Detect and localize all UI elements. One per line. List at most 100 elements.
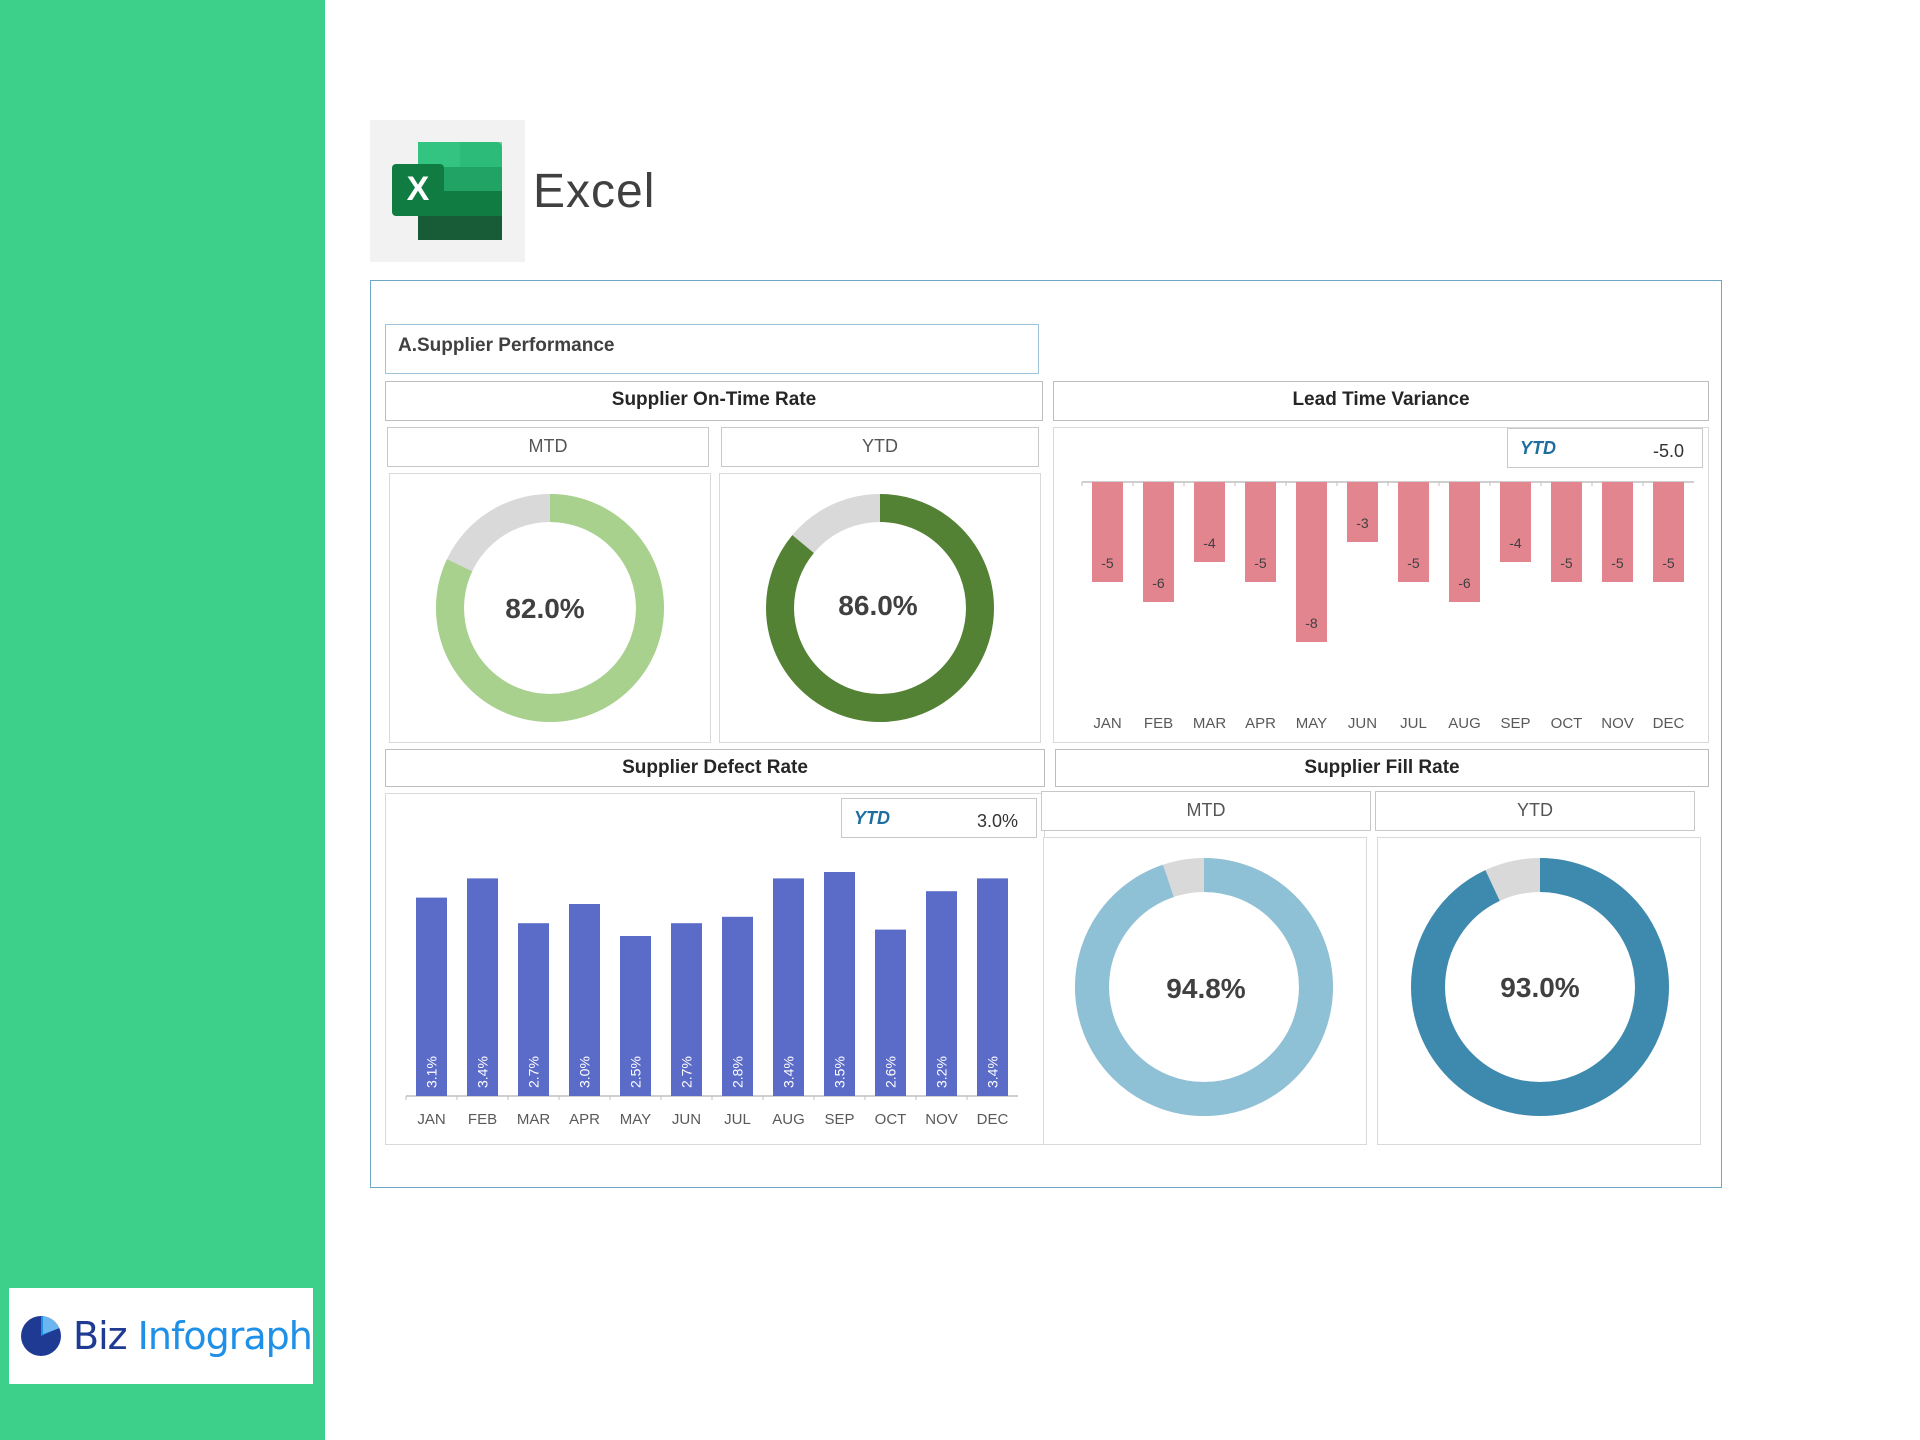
sidebar bbox=[0, 0, 325, 1440]
lead-time-bar bbox=[1194, 482, 1225, 562]
on-time-mtd-donut: 82.0% bbox=[436, 494, 664, 722]
lead-time-panel: YTD -5.0 -5 JAN -6 FEB -4 MAR -5 APR -8 MAY -3 JUN -… bbox=[1053, 427, 1709, 743]
lead-time-category-label: NOV bbox=[1601, 715, 1634, 732]
fill-rate-ytd-panel: 93.0% bbox=[1377, 837, 1701, 1145]
lead-time-value-label: -5 bbox=[1101, 555, 1114, 571]
fill-rate-mtd-donut: 94.8% bbox=[1075, 858, 1333, 1116]
lead-time-bar bbox=[1143, 482, 1174, 602]
defect-header: Supplier Defect Rate bbox=[385, 749, 1045, 787]
svg-text:X: X bbox=[407, 170, 430, 208]
lead-time-bar bbox=[1449, 482, 1480, 602]
defect-category-label: MAY bbox=[620, 1111, 651, 1128]
app-header: X Excel bbox=[370, 120, 655, 262]
donut-value-label: 94.8% bbox=[1166, 973, 1245, 1004]
excel-icon: X bbox=[370, 120, 525, 262]
pie-logo-icon bbox=[21, 1316, 61, 1356]
donut-value-arc bbox=[1411, 858, 1669, 1116]
fill-rate-ytd-donut: 93.0% bbox=[1411, 858, 1669, 1116]
lead-time-category-label: OCT bbox=[1551, 715, 1583, 732]
lead-time-bar bbox=[1092, 482, 1123, 582]
defect-value-label: 2.8% bbox=[730, 1056, 746, 1088]
defect-category-label: JUN bbox=[672, 1111, 701, 1128]
defect-category-label: APR bbox=[569, 1111, 600, 1128]
lead-time-value-label: -4 bbox=[1509, 535, 1522, 551]
defect-value-label: 3.2% bbox=[934, 1056, 950, 1088]
defect-category-label: JUL bbox=[724, 1111, 751, 1128]
defect-bar bbox=[416, 897, 447, 1096]
lead-time-bar bbox=[1500, 482, 1531, 562]
defect-value-label: 2.7% bbox=[526, 1056, 542, 1088]
lead-time-ytd-value: -5.0 bbox=[1652, 441, 1684, 461]
defect-bar bbox=[773, 878, 804, 1096]
lead-time-value-label: -8 bbox=[1305, 615, 1318, 631]
on-time-mtd-label: MTD bbox=[387, 427, 709, 467]
on-time-mtd-panel: 82.0% bbox=[389, 473, 711, 743]
lead-time-value-label: -5 bbox=[1254, 555, 1267, 571]
donut-value-label: 86.0% bbox=[838, 590, 917, 621]
lead-time-bar bbox=[1245, 482, 1276, 582]
defect-bar bbox=[620, 936, 651, 1096]
defect-bar bbox=[467, 878, 498, 1096]
lead-time-category-label: FEB bbox=[1144, 715, 1173, 732]
defect-value-label: 3.5% bbox=[832, 1056, 848, 1088]
defect-category-label: NOV bbox=[925, 1111, 958, 1128]
on-time-ytd-donut: 86.0% bbox=[766, 494, 994, 722]
defect-bar bbox=[926, 891, 957, 1096]
on-time-ytd-panel: 86.0% bbox=[719, 473, 1041, 743]
lead-time-category-label: JUL bbox=[1400, 715, 1427, 732]
lead-time-category-label: MAR bbox=[1193, 715, 1227, 732]
lead-time-value-label: -5 bbox=[1662, 555, 1675, 571]
donut-value-label: 82.0% bbox=[505, 593, 584, 624]
lead-time-value-label: -6 bbox=[1152, 575, 1165, 591]
defect-bar bbox=[671, 923, 702, 1096]
lead-time-bar bbox=[1653, 482, 1684, 582]
defect-bar bbox=[977, 878, 1008, 1096]
lead-time-value-label: -5 bbox=[1611, 555, 1624, 571]
defect-ytd-box: YTD 3.0% bbox=[841, 798, 1037, 838]
defect-value-label: 3.4% bbox=[985, 1056, 1001, 1088]
donut-value-arc bbox=[1075, 858, 1333, 1116]
defect-chart: 3.1% JAN 3.4% FEB 2.7% MAR 3.0% APR 2.5% MAY 2.7% J… bbox=[405, 872, 1018, 1128]
brand-logo: Biz Infograph bbox=[9, 1288, 313, 1384]
on-time-ytd-label: YTD bbox=[721, 427, 1039, 467]
brand-name-part1: Biz bbox=[73, 1314, 128, 1358]
defect-panel: YTD 3.0% 3.1% JAN 3.4% FEB 2.7% MAR 3.0% APR 2.5… bbox=[385, 793, 1045, 1145]
defect-value-label: 2.7% bbox=[679, 1056, 695, 1088]
defect-category-label: AUG bbox=[772, 1111, 805, 1128]
defect-category-label: JAN bbox=[417, 1111, 445, 1128]
defect-bar bbox=[824, 872, 855, 1096]
lead-time-category-label: AUG bbox=[1448, 715, 1481, 732]
on-time-header: Supplier On-Time Rate bbox=[385, 381, 1043, 421]
lead-time-bar bbox=[1551, 482, 1582, 582]
defect-value-label: 2.5% bbox=[628, 1056, 644, 1088]
brand-name: Biz Infograph bbox=[73, 1314, 313, 1358]
lead-time-category-label: SEP bbox=[1500, 715, 1530, 732]
lead-time-category-label: JAN bbox=[1093, 715, 1121, 732]
app-title: Excel bbox=[533, 164, 656, 218]
defect-value-label: 3.0% bbox=[577, 1056, 593, 1088]
defect-category-label: FEB bbox=[468, 1111, 497, 1128]
donut-value-label: 93.0% bbox=[1500, 972, 1579, 1003]
lead-time-ytd-box: YTD -5.0 bbox=[1507, 428, 1703, 468]
dashboard-frame: A.Supplier Performance Supplier On-Time … bbox=[370, 280, 1722, 1188]
defect-bar bbox=[875, 929, 906, 1096]
lead-time-category-label: JUN bbox=[1348, 715, 1377, 732]
defect-category-label: MAR bbox=[517, 1111, 551, 1128]
lead-time-bar bbox=[1296, 482, 1327, 642]
lead-time-bar bbox=[1347, 482, 1378, 542]
defect-bar bbox=[569, 904, 600, 1096]
lead-time-value-label: -5 bbox=[1407, 555, 1420, 571]
fill-rate-mtd-label: MTD bbox=[1041, 791, 1371, 831]
lead-time-value-label: -5 bbox=[1560, 555, 1573, 571]
lead-time-bar bbox=[1398, 482, 1429, 582]
defect-category-label: DEC bbox=[977, 1111, 1009, 1128]
lead-time-value-label: -4 bbox=[1203, 535, 1216, 551]
defect-value-label: 3.4% bbox=[781, 1056, 797, 1088]
lead-time-bar bbox=[1602, 482, 1633, 582]
fill-rate-mtd-panel: 94.8% bbox=[1043, 837, 1367, 1145]
lead-time-value-label: -6 bbox=[1458, 575, 1471, 591]
fill-rate-ytd-label: YTD bbox=[1375, 791, 1695, 831]
defect-value-label: 2.6% bbox=[883, 1056, 899, 1088]
lead-time-category-label: APR bbox=[1245, 715, 1276, 732]
brand-name-part2: Infograph bbox=[137, 1314, 313, 1358]
